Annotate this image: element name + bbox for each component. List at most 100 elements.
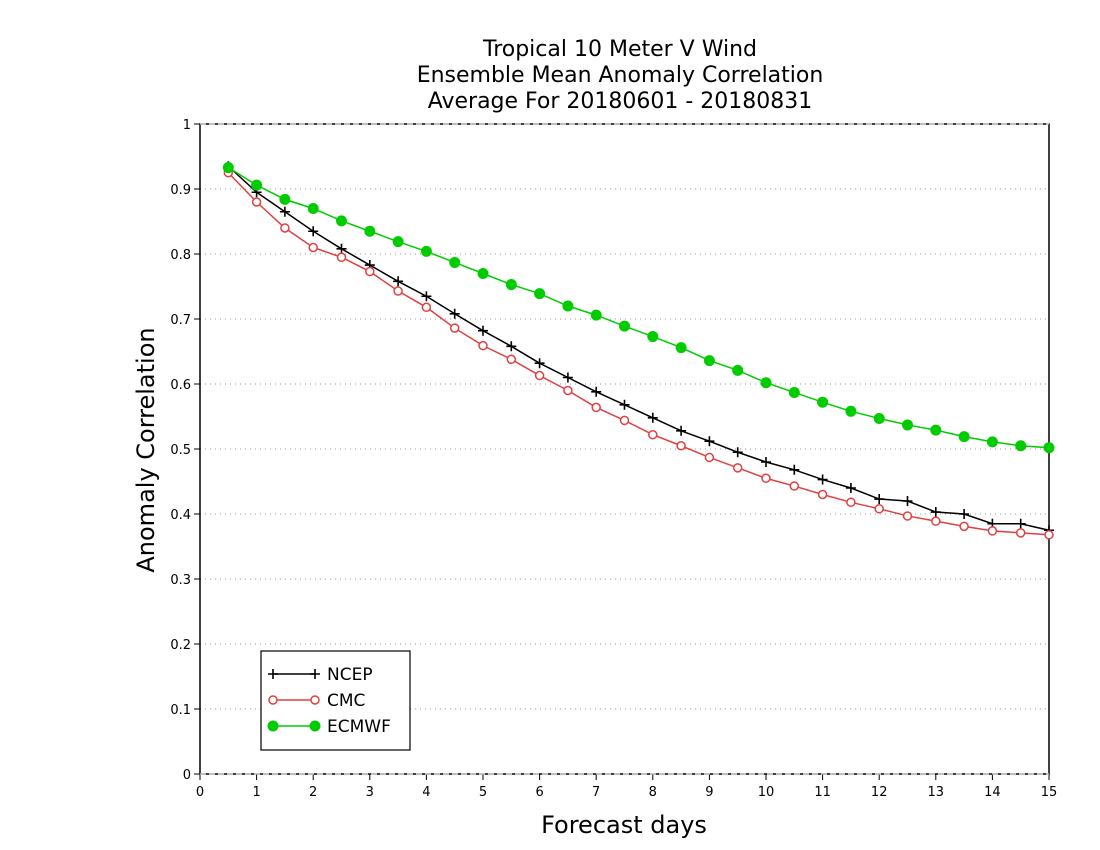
y-axis-label: Anomaly Correlation <box>132 327 160 572</box>
grid-lines <box>200 188 1049 710</box>
ncep-point <box>732 447 743 458</box>
x-tick-label: 8 <box>649 785 657 800</box>
cmc-point <box>902 511 913 521</box>
ncep-point <box>393 276 404 287</box>
cmc-point <box>393 286 403 296</box>
legend-marker <box>267 720 279 732</box>
ecmwf-point <box>873 412 885 424</box>
ecmwf-point <box>760 377 772 389</box>
x-tick-label: 7 <box>592 785 600 800</box>
ecmwf-point <box>845 405 857 417</box>
cmc-point <box>732 463 743 473</box>
x-tick-label: 9 <box>705 785 713 800</box>
legend-marker <box>310 669 320 679</box>
ncep-point <box>421 291 432 302</box>
cmc-point <box>421 302 432 313</box>
ncep-point <box>874 494 885 505</box>
ncep-point <box>1015 518 1026 529</box>
ecmwf-point <box>647 331 659 343</box>
x-tick-label: 1 <box>252 785 260 800</box>
legend-marker <box>268 695 278 705</box>
cmc-point <box>308 242 318 253</box>
ncep-line <box>227 165 1050 531</box>
series-lines <box>222 161 1055 540</box>
y-tick-label: 0 <box>183 768 191 783</box>
ecmwf-point <box>930 424 942 436</box>
ncep-point <box>845 483 856 493</box>
legend-item-ecmwf: ECMWF <box>267 717 391 737</box>
x-tick-label: 4 <box>422 785 430 800</box>
y-tick-label: 0.2 <box>170 638 191 653</box>
ecmwf-point <box>364 225 376 237</box>
chart-title-line-3: Average For 20180601 - 20180831 <box>427 89 813 114</box>
ncep-point <box>308 226 319 237</box>
ncep-point <box>930 507 941 518</box>
legend-marker <box>309 720 321 732</box>
ncep-point <box>449 308 460 319</box>
x-axis-label: Forecast days <box>541 811 707 839</box>
ecmwf-point <box>732 364 744 376</box>
x-tick-label: 13 <box>928 785 945 800</box>
cmc-point <box>676 441 686 451</box>
cmc-point <box>365 266 375 277</box>
ecmwf-point <box>817 396 829 408</box>
ncep-point <box>761 457 771 467</box>
series-ecmwf <box>222 162 1055 454</box>
series-cmc <box>223 168 1054 540</box>
x-tick-label: 14 <box>984 785 1001 800</box>
x-tick-label: 10 <box>758 785 775 800</box>
ncep-point <box>789 464 800 475</box>
legend-label-ecmwf: ECMWF <box>327 717 391 737</box>
legend-item-cmc: CMC <box>268 691 365 711</box>
cmc-point <box>251 197 262 207</box>
x-tick-label: 11 <box>814 785 831 800</box>
x-tick-label: 3 <box>366 785 374 800</box>
cmc-point <box>563 385 573 396</box>
y-tick-label: 0.1 <box>170 703 191 718</box>
cmc-point <box>761 473 771 483</box>
ncep-point <box>478 325 488 336</box>
y-tick-label: 0.5 <box>170 443 191 458</box>
ecmwf-point <box>788 386 800 398</box>
cmc-point <box>648 429 658 440</box>
ecmwf-point <box>251 179 263 191</box>
ecmwf-point <box>675 342 687 354</box>
ecmwf-point <box>534 288 546 300</box>
chart-title-line-1: Tropical 10 Meter V Wind <box>482 37 758 62</box>
cmc-point <box>534 370 545 381</box>
x-tick-label: 6 <box>535 785 543 800</box>
cmc-point <box>619 415 630 426</box>
y-tick-label: 0.4 <box>170 508 191 523</box>
ecmwf-point <box>590 309 602 321</box>
ecmwf-line <box>227 166 1050 449</box>
cmc-point <box>336 252 347 262</box>
ncep-point <box>704 436 715 447</box>
ecmwf-point <box>958 431 970 443</box>
ecmwf-point <box>336 215 347 227</box>
ecmwf-point <box>703 355 715 367</box>
cmc-point <box>704 452 715 463</box>
series-ncep <box>223 161 1054 536</box>
legend-marker <box>268 669 278 679</box>
ecmwf-point <box>449 256 461 268</box>
chart-title-line-2: Ensemble Mean Anomaly Correlation <box>416 63 824 88</box>
ncep-point <box>902 496 913 506</box>
cmc-line <box>227 172 1050 536</box>
ecmwf-point <box>986 436 998 448</box>
y-tick-label: 0.3 <box>170 573 191 588</box>
y-tick-label: 0.7 <box>170 313 191 328</box>
cmc-point <box>449 323 460 333</box>
ncep-point <box>336 243 347 254</box>
x-tick-label: 12 <box>871 785 888 800</box>
cmc-point <box>987 526 998 536</box>
cmc-point <box>478 340 488 351</box>
cmc-point <box>959 521 969 532</box>
ecmwf-point <box>392 236 404 248</box>
ecmwf-point <box>279 193 291 205</box>
ecmwf-point <box>902 419 913 431</box>
ncep-point <box>279 206 290 217</box>
ncep-point <box>676 425 687 436</box>
ecmwf-point <box>420 245 432 257</box>
cmc-point <box>817 489 828 500</box>
